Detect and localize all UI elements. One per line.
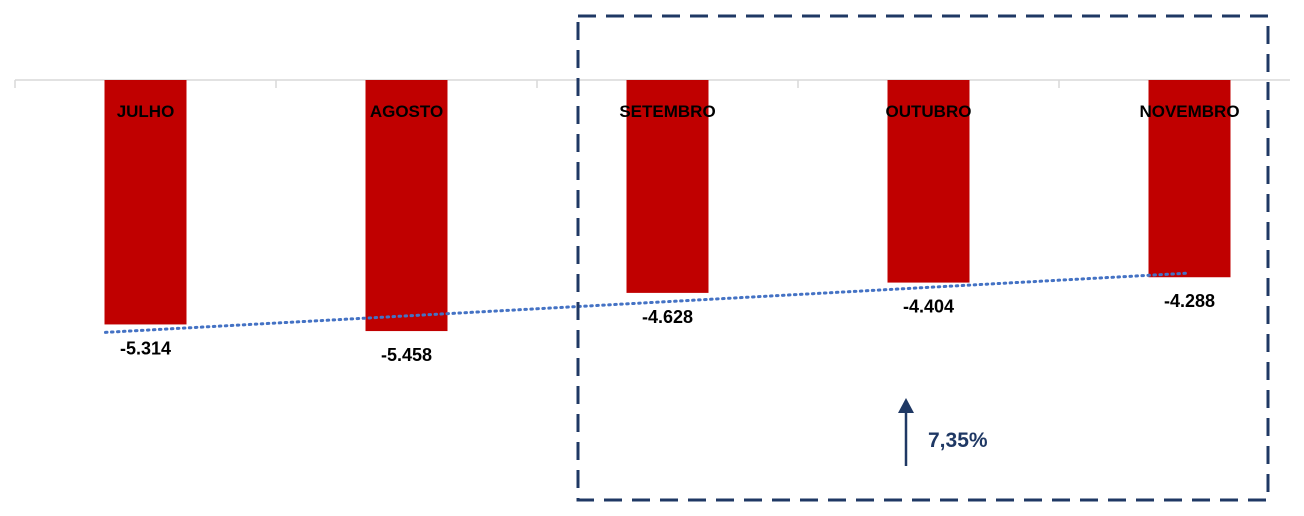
- highlight-box: [576, 14, 1270, 502]
- value-label: -5.458: [381, 345, 432, 365]
- bar-outubro: [887, 80, 970, 283]
- category-label: JULHO: [117, 102, 175, 121]
- bar-julho: [104, 80, 187, 325]
- category-label: OUTUBRO: [886, 102, 972, 121]
- arrow-up-icon: [898, 398, 914, 466]
- category-label: NOVEMBRO: [1139, 102, 1239, 121]
- trendline: [104, 271, 1191, 334]
- bar-novembro: [1148, 80, 1231, 278]
- trendline-group: [104, 271, 1191, 334]
- value-label: -5.314: [120, 338, 171, 358]
- axis-ticks: [14, 80, 1060, 88]
- trend-annotation: 7,35%: [898, 398, 988, 466]
- category-labels: JULHO AGOSTO SETEMBRO OUTUBRO NOVEMBRO: [117, 102, 1240, 121]
- value-label: -4.404: [903, 297, 954, 317]
- value-labels: -5.314 -5.458 -4.628 -4.404 -4.288: [120, 291, 1215, 365]
- category-label: SETEMBRO: [619, 102, 715, 121]
- bar-agosto: [365, 80, 448, 332]
- value-label: -4.288: [1164, 291, 1215, 311]
- category-label: AGOSTO: [370, 102, 443, 121]
- bar-setembro: [626, 80, 709, 293]
- bars-group: [104, 80, 1231, 332]
- value-label: -4.628: [642, 307, 693, 327]
- growth-percentage-label: 7,35%: [928, 429, 988, 452]
